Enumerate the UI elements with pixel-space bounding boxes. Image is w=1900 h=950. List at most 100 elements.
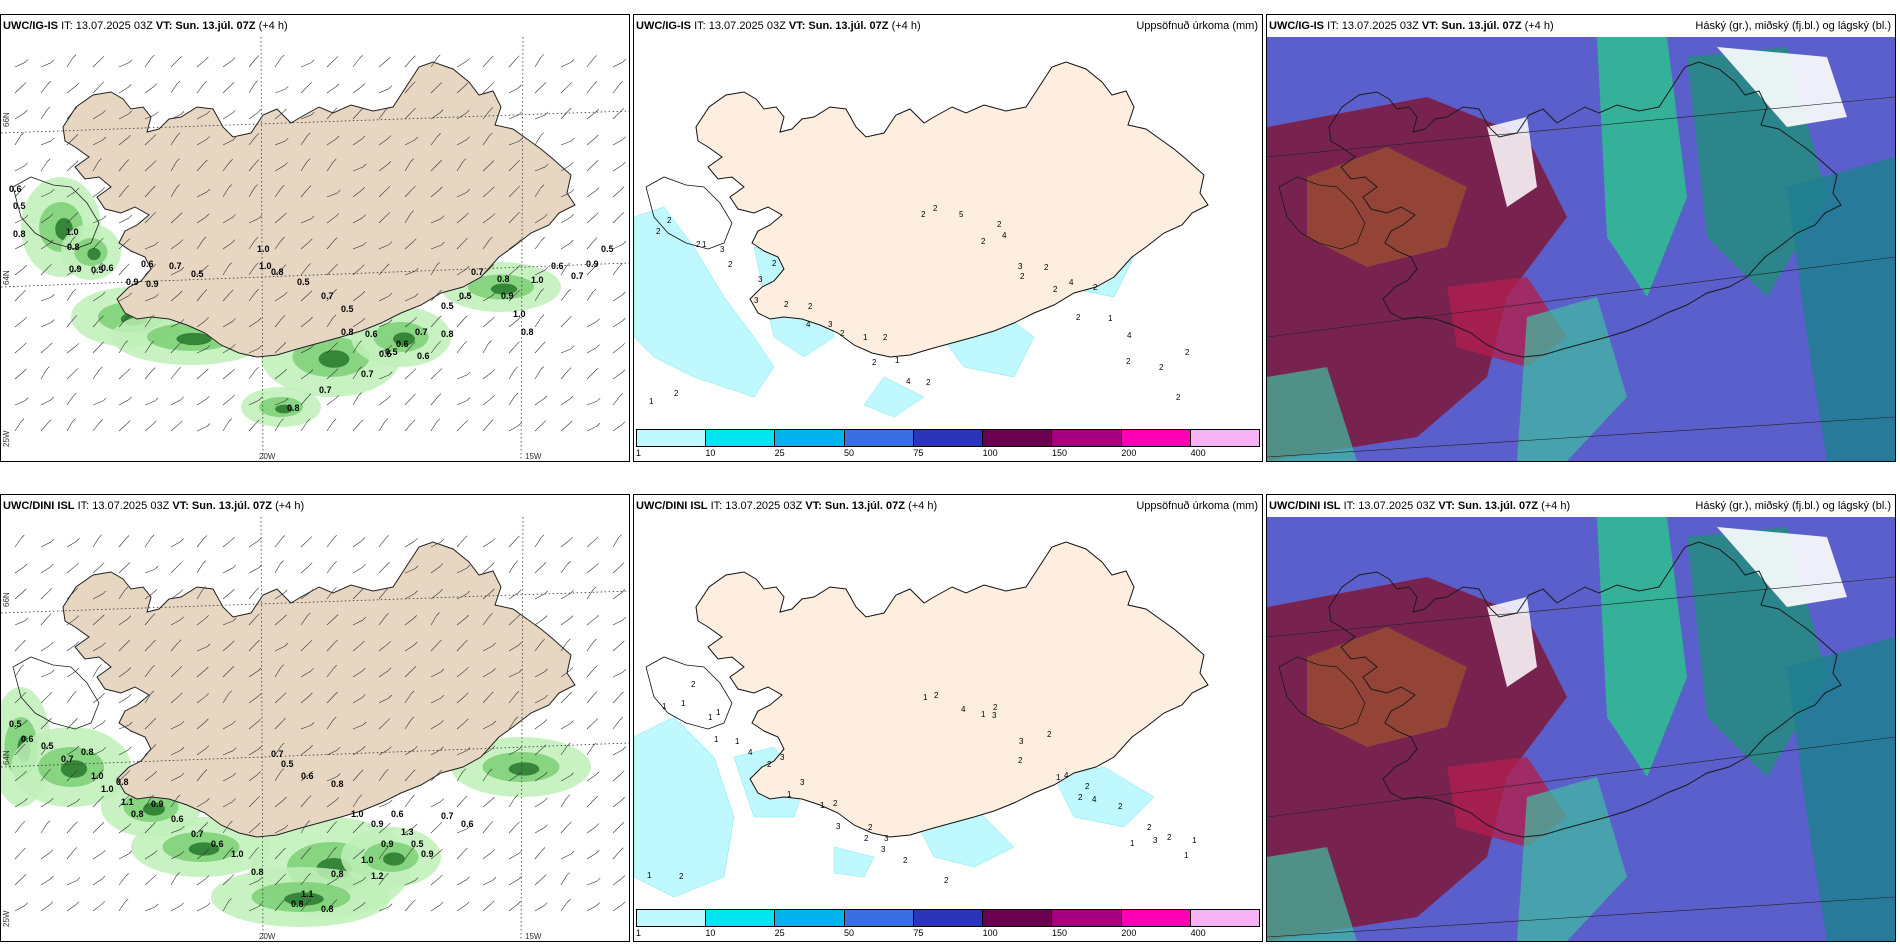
precip-value-label: 1 [662,702,667,711]
issue-time: IT: 13.07.2025 03Z [1327,20,1419,32]
precip-value-label: 2 [679,872,684,881]
precip-value-label: 1.1 [121,797,134,807]
coastline [1328,541,1842,838]
precip-title: Uppsöfnuð úrkoma (mm) [1136,500,1258,512]
colorbar-label: 75 [913,448,924,458]
panel-header: UWC/DINI ISL IT: 13.07.2025 03Z VT: Sun.… [1,495,629,517]
colorbar-swatch [1052,430,1122,446]
colorbar-label: 100 [982,928,998,938]
precip-value-label: 0.5 [191,269,204,279]
precip-value-label: 1 [702,240,707,249]
panel-header: UWC/IG-IS IT: 13.07.2025 03Z VT: Sun. 13… [1267,15,1895,37]
precip-value-label: 2 [1176,393,1181,402]
wind-map: 0.60.50.8 1.00.80.9 0.50.60.90.60.90.70.51… [1,37,629,461]
land [695,61,1209,358]
precip-value-label: 0.6 [211,839,224,849]
precip-value-labels: 0.60.50.8 1.00.80.9 0.50.60.90.60.90.70.51… [9,184,614,413]
precip-value-label: 0.6 [301,771,314,781]
precip-value-label: 0.9 [586,259,599,269]
colorbar-swatch [637,910,707,926]
precip-value-label: 4 [906,377,911,386]
precip-value-label: 0.6 [365,329,378,339]
precip-value-label: 0.9 [371,819,384,829]
precip-value-label: 1 [1108,314,1113,323]
wind-barbs [14,534,627,912]
precip-value-label: 0.7 [321,291,334,301]
precip-value-label: 1.3 [401,827,414,837]
wind-barbs [14,54,627,432]
land [695,541,1209,838]
precip-value-label: 0.6 [141,259,154,269]
precip-value-label: 0.8 [331,869,344,879]
coastline [1328,61,1842,358]
precip-value-label: 3 [1019,737,1024,746]
colorbar-swatch [637,430,707,446]
precip-value-label: 1.0 [259,261,272,271]
lead-time: (+4 h) [891,20,921,32]
precip-value-label: 2 [656,227,661,236]
precip-map: 1121211221111133231431143224342221323222… [634,517,1262,909]
precip-value-label: 1.0 [91,771,104,781]
precip-value-label: 2 [1159,363,1164,372]
precip-value-label: 4 [1127,331,1132,340]
precip-value-label: 2 [1147,823,1152,832]
precip-value-label: 1.0 [231,849,244,859]
panel-header: UWC/IG-IS IT: 13.07.2025 03Z VT: Sun. 13… [634,15,1262,37]
issue-time: IT: 13.07.2025 03Z [694,20,786,32]
precip-value-label: 0.6 [551,261,564,271]
precip-value-label: 2 [1085,782,1090,791]
colorbar-label: 10 [705,928,716,938]
precip-value-label: 2 [1076,313,1081,322]
precip-value-label: 0.9 [421,849,434,859]
precip-value-label: 4 [1069,278,1074,287]
colorbar-swatch [706,910,776,926]
colorbar-swatch [775,910,845,926]
colorbar-label: 25 [774,448,785,458]
precip-value-label: 2 [728,260,733,269]
precip-value-label: 1.0 [361,855,374,865]
issue-time: IT: 13.07.2025 03Z [61,20,153,32]
precip-value-label: 2 [808,302,813,311]
precip-value-label: 1 [1056,773,1061,782]
lead-time: (+4 h) [908,500,938,512]
precip-value-label: 2 [667,216,672,225]
precip-value-label: 1.0 [66,227,79,237]
panel-header: UWC/IG-IS IT: 13.07.2025 03Z VT: Sun. 13… [1,15,629,37]
precip-value-label: 2 [903,856,908,865]
precip-value-label: 0.8 [441,329,454,339]
cloud-map [1267,37,1895,461]
lon-label: 20W [259,932,276,941]
precip-value-label: 0.6 [21,734,34,744]
precip-value-label: 3 [1153,836,1158,845]
lon-label: 20W [259,452,276,461]
wind-map: 0.5 0.6 0.5 0.7 0.8 1.0 1.0 0.8 1.1 0.8 0.9 0.6 0.7 0… [1,517,629,941]
precip-value-label: 1.0 [513,309,526,319]
colorbar-label: 75 [913,928,924,938]
precip-value-label: 2 [1018,756,1023,765]
panel-header: UWC/DINI ISL IT: 13.07.2025 03Z VT: Sun.… [1267,495,1895,517]
precip-value-label: 0.8 [251,867,264,877]
precip-value-label: 2 [767,760,772,769]
precip-value-label: 0.8 [131,809,144,819]
precip-value-label: 0.8 [13,229,26,239]
precip-value-label: 0.7 [191,829,204,839]
precip-value-label: 4 [1002,231,1007,240]
precip-value-label: 0.5 [41,741,54,751]
precip-value-label: 1 [681,699,686,708]
precip-value-label: 1 [714,735,719,744]
valid-time: VT: Sun. 13.júl. 07Z [155,20,256,32]
precip-value-label: 0.7 [271,749,284,759]
precip-value-label: 0.8 [521,327,534,337]
valid-time: VT: Sun. 13.júl. 07Z [1421,20,1522,32]
valid-time: VT: Sun. 13.júl. 07Z [1438,500,1538,512]
precip-value-label: 0.8 [116,777,129,787]
precip-value-label: 2 [944,876,949,885]
precip-value-label: 0.5 [9,719,22,729]
precip-value-label: 0.5 [441,301,454,311]
precip-value-label: 4 [1064,771,1069,780]
precip-value-label: 1 [1192,836,1197,845]
colorbar-swatch [844,430,914,446]
colorbar-swatch [983,910,1053,926]
precip-value-label: 0.9 [126,277,139,287]
precip-value-label: 1 [649,397,654,406]
